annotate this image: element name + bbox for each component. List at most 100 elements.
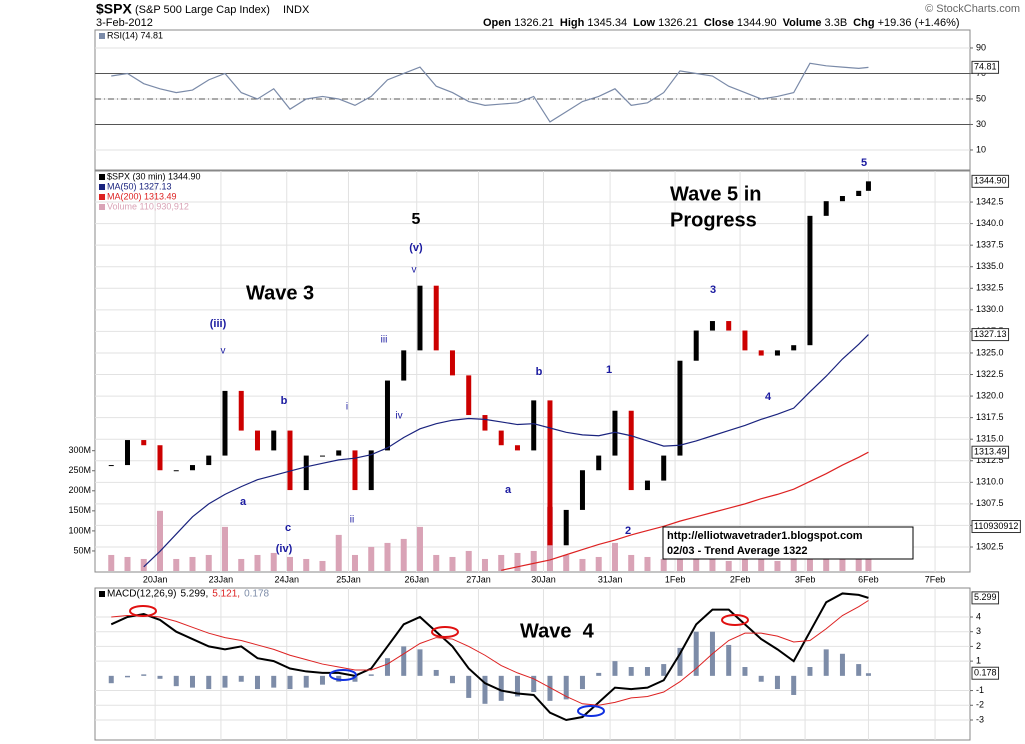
candle — [124, 440, 130, 466]
annotation: ii — [350, 515, 354, 526]
panel — [94, 29, 971, 171]
x-tick-label: 1Feb — [665, 742, 686, 744]
value-tag-box — [971, 328, 1010, 342]
y-tick-label: 30 — [976, 119, 986, 129]
histogram-bar — [856, 664, 862, 676]
volume-bar — [433, 554, 440, 571]
x-tick-label: 2Feb — [730, 574, 751, 584]
quote-value: 1326.21 — [514, 17, 554, 29]
volume-bar — [156, 510, 163, 571]
legend-entry: 5.299, — [180, 589, 208, 600]
candle — [644, 480, 650, 491]
histogram-bar — [482, 675, 488, 704]
value-tag: 1344.90 — [974, 176, 1007, 186]
x-tick-label: 31Jan — [598, 742, 623, 744]
histogram-bar — [661, 664, 667, 676]
histogram-bar — [124, 675, 130, 678]
histogram-bar — [287, 675, 293, 690]
quote-label: Open — [483, 17, 511, 29]
symbol: $SPX — [96, 1, 132, 17]
candle — [222, 390, 228, 456]
histogram-bar — [108, 675, 114, 684]
legend-swatch — [99, 184, 105, 190]
histogram-bar — [563, 675, 569, 700]
volume-bar — [303, 558, 310, 571]
candle — [466, 375, 472, 416]
y-tick-label: 1317.5 — [976, 412, 1004, 422]
note-line: http://elliotwavetrader1.blogspot.com — [667, 530, 863, 542]
quote-value: 3.3B — [825, 17, 848, 29]
volume-bar — [725, 560, 732, 571]
candle — [547, 400, 553, 546]
candle — [157, 445, 163, 471]
x-tick-label: 1Feb — [665, 574, 686, 584]
volume-bar — [319, 560, 326, 571]
histogram-bar — [449, 675, 455, 684]
histogram-bar — [791, 675, 797, 695]
candle — [336, 450, 342, 456]
x-tick-label: 27Jan — [466, 742, 491, 744]
candle — [319, 455, 325, 457]
highlight-ellipse — [431, 626, 459, 638]
y-tick-label: 10 — [976, 144, 986, 154]
y-tick-label: 90 — [976, 42, 986, 52]
annotation: 5 — [861, 157, 867, 169]
histogram-bar — [368, 674, 374, 676]
volume-bar — [741, 556, 748, 571]
annotation: b — [536, 366, 543, 378]
candle — [514, 445, 520, 451]
x-tick-label: 31Jan — [598, 574, 623, 584]
value-tag-box — [971, 60, 1000, 74]
annotation: Wave 5 in — [670, 183, 762, 205]
x-tick-label: 7Feb — [925, 742, 946, 744]
volume-bar — [335, 534, 342, 571]
y-tick-label: 1302.5 — [976, 541, 1004, 551]
histogram-bar — [514, 675, 520, 697]
value-tag: 5.299 — [974, 592, 997, 602]
candle — [417, 285, 423, 351]
volume-bar — [173, 558, 180, 571]
histogram-bar — [677, 647, 683, 676]
value-tag-box — [971, 591, 1000, 605]
x-tick-label: 2Feb — [730, 742, 751, 744]
candle — [596, 455, 602, 471]
volume-bar — [774, 560, 781, 571]
candle — [108, 465, 114, 467]
x-tick-label: 3Feb — [795, 742, 816, 744]
volume-bar — [628, 554, 635, 571]
volume-bar — [449, 556, 456, 571]
histogram-bar — [839, 653, 845, 676]
legend-swatch — [99, 204, 105, 210]
candle — [726, 321, 732, 331]
y-tick-label: 1322.5 — [976, 369, 1004, 379]
histogram-bar — [547, 675, 553, 701]
legend-entry: MA(50) 1327.13 — [107, 181, 172, 191]
y-tick-label: 1 — [976, 656, 981, 666]
histogram-bar — [141, 674, 147, 676]
v-tick-label: 50M — [73, 545, 91, 555]
histogram-bar — [433, 669, 439, 676]
histogram-bar — [319, 675, 325, 685]
x-tick-label: 26Jan — [404, 742, 429, 744]
volume-bar — [270, 552, 277, 571]
histogram-bar — [758, 675, 764, 682]
quote-label: Chg — [853, 17, 874, 29]
annotation: (iii) — [210, 318, 227, 330]
candle — [612, 410, 618, 456]
volume-bar — [855, 558, 862, 571]
candle — [709, 321, 715, 331]
annotation: 5 — [412, 211, 421, 228]
volume-bar — [709, 558, 716, 571]
y-tick-label: 4 — [976, 611, 981, 621]
volume-bar — [465, 550, 472, 571]
y-tick-label: 1337.5 — [976, 240, 1004, 250]
legend-swatch — [99, 591, 105, 597]
candle — [368, 450, 374, 491]
x-tick-label: 27Jan — [466, 574, 491, 584]
histogram-bar — [352, 675, 358, 682]
volume-bar — [611, 542, 618, 571]
annotation: a — [505, 484, 512, 496]
volume-bar — [530, 550, 537, 571]
y-tick-label: 2 — [976, 641, 981, 651]
candle — [531, 400, 537, 451]
